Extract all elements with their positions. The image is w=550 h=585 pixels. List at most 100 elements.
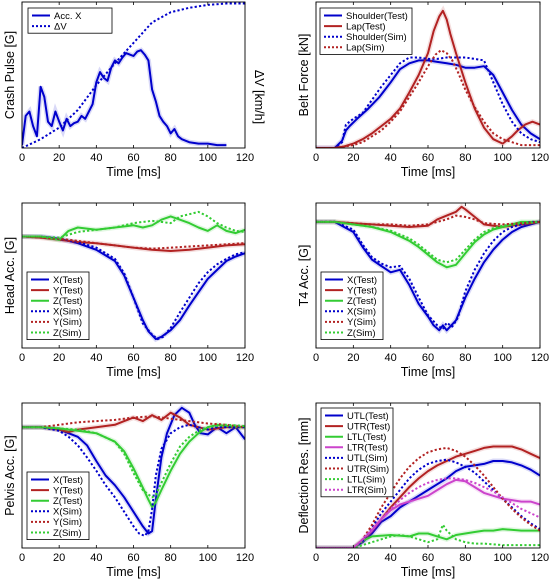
belt-force-series-1: [316, 9, 540, 148]
panel-belt-force: 0 20 40 60 80 100 120 Time [ms] Belt Force [kN] S…: [297, 1, 549, 179]
t4-acc-series-0: [316, 220, 540, 332]
pelvis-acc-xtick-label-2: 40: [90, 552, 102, 564]
pelvis-acc-legend-label-5: Z(Sim): [53, 528, 82, 539]
belt-force-legend-label-1: Lap(Test): [346, 21, 386, 32]
pelvis-acc-xtick-label-3: 60: [127, 552, 139, 564]
crash-pulse-xtick-label-1: 20: [53, 152, 65, 164]
belt-force-xlabel: Time [ms]: [401, 165, 455, 179]
crash-pulse-legend: Acc. XΔV: [27, 7, 113, 34]
crash-pulse-xlabel: Time [ms]: [106, 165, 160, 179]
head-acc-legend-label-5: Z(Sim): [53, 328, 82, 339]
deflection-res-legend-label-3: LTR(Test): [347, 443, 388, 454]
pelvis-acc-legend-label-0: X(Test): [53, 475, 83, 486]
head-acc-xtick-label-0: 0: [19, 352, 25, 364]
head-acc-xtick-label-1: 20: [53, 352, 65, 364]
belt-force-series-0: [316, 59, 540, 148]
belt-force-legend-label-2: Shoulder(Sim): [346, 32, 407, 43]
panel-pelvis-acc: 0 20 40 60 80 100 120 Time [ms] Pelvis Acc. [G] X…: [3, 402, 254, 579]
pelvis-acc-ylabel: Pelvis Acc. [G]: [3, 435, 17, 516]
t4-acc-xtick-label-0: 0: [313, 352, 319, 364]
panel-t4-acc: 0 20 40 60 80 100 120 Time [ms] T4 Acc. [G] X(Tes…: [297, 202, 549, 379]
deflection-res-xlabel: Time [ms]: [401, 565, 455, 579]
t4-acc-legend-label-5: Z(Sim): [347, 328, 376, 339]
t4-acc-legend-label-1: Y(Test): [347, 285, 377, 296]
crash-pulse-xtick-label-5: 100: [199, 152, 217, 164]
deflection-res-ylabel: Deflection Res. [mm]: [297, 417, 311, 533]
belt-force-xtick-label-2: 40: [385, 152, 397, 164]
panel-head-acc: 0 20 40 60 80 100 120 Time [ms] Head Acc. [G] X(T…: [3, 202, 254, 379]
belt-force-series-3: [316, 49, 540, 148]
pelvis-acc-xtick-label-0: 0: [19, 552, 25, 564]
deflection-res-xtick-label-2: 40: [385, 552, 397, 564]
deflection-res-legend-box: [320, 407, 394, 498]
deflection-res-legend-label-2: LTL(Test): [347, 432, 386, 443]
deflection-res-xtick-label-4: 80: [459, 552, 471, 564]
head-acc-xlabel: Time [ms]: [106, 365, 160, 379]
t4-acc-series-2: [316, 220, 540, 269]
pelvis-acc-xtick-label-5: 100: [199, 552, 217, 564]
t4-acc-series-5: [316, 220, 540, 264]
head-acc-xtick-label-5: 100: [199, 352, 217, 364]
t4-acc-xtick-label-5: 100: [493, 352, 511, 364]
t4-acc-xlabel: Time [ms]: [401, 365, 455, 379]
crash-pulse-legend-label-0: Acc. X: [54, 11, 82, 22]
head-acc-xtick-label-3: 60: [127, 352, 139, 364]
t4-acc-series-3: [316, 220, 540, 331]
belt-force-xtick-label-5: 100: [493, 152, 511, 164]
belt-force-legend-label-3: Lap(Sim): [346, 43, 385, 54]
t4-acc-legend-label-4: Y(Sim): [347, 317, 376, 328]
head-acc-xtick-label-6: 120: [236, 352, 254, 364]
deflection-res-legend: UTL(Test)UTR(Test)LTL(Test)LTR(Test)UTL(…: [320, 407, 394, 498]
belt-force-xtick-label-4: 80: [459, 152, 471, 164]
t4-acc-legend-label-2: Z(Test): [347, 296, 377, 307]
crash-pulse-xtick-label-4: 80: [165, 152, 177, 164]
belt-force-xtick-label-1: 20: [347, 152, 359, 164]
pelvis-acc-xtick-label-6: 120: [236, 552, 254, 564]
pelvis-acc-series-5: [22, 423, 245, 499]
panel-crash-pulse: 0 20 40 60 80 100 120 Time [ms] Crash Pulse [G] Δ…: [3, 1, 266, 179]
crash-pulse-series-0: [22, 49, 227, 147]
deflection-res-legend-label-5: UTR(Sim): [347, 464, 389, 475]
head-acc-legend-label-1: Y(Test): [53, 285, 83, 296]
belt-force-series-halo-0: [316, 57, 540, 148]
deflection-res-series-6: [316, 523, 540, 548]
head-acc-xtick-label-2: 40: [90, 352, 102, 364]
head-acc-ylabel: Head Acc. [G]: [3, 237, 17, 314]
crash-pulse-ylabel-right: ΔV [km/h]: [252, 70, 266, 124]
t4-acc-legend: X(Test)Y(Test)Z(Test)X(Sim)Y(Sim)Z(Sim): [320, 271, 384, 340]
pelvis-acc-legend: X(Test)Y(Test)Z(Test)X(Sim)Y(Sim)Z(Sim): [26, 471, 90, 540]
t4-acc-xtick-label-3: 60: [422, 352, 434, 364]
deflection-res-xtick-label-6: 120: [531, 552, 549, 564]
head-acc-legend: X(Test)Y(Test)Z(Test)X(Sim)Y(Sim)Z(Sim): [26, 271, 90, 340]
deflection-res-series-5: [316, 446, 540, 548]
crash-pulse-xtick-label-2: 40: [90, 152, 102, 164]
belt-force-xtick-label-0: 0: [313, 152, 319, 164]
head-acc-legend-label-2: Z(Test): [53, 296, 83, 307]
belt-force-xtick-label-3: 60: [422, 152, 434, 164]
deflection-res-xtick-label-1: 20: [347, 552, 359, 564]
belt-force-xtick-label-6: 120: [531, 152, 549, 164]
crash-pulse-legend-label-1: ΔV: [54, 21, 67, 32]
t4-acc-legend-label-3: X(Sim): [347, 307, 376, 318]
crash-pulse-ylabel: Crash Pulse [G]: [3, 31, 17, 119]
deflection-res-legend-label-7: LTR(Sim): [347, 485, 387, 496]
pelvis-acc-legend-label-4: Y(Sim): [53, 517, 82, 528]
pelvis-acc-xtick-label-4: 80: [165, 552, 177, 564]
t4-acc-legend-box: [320, 271, 384, 340]
pelvis-acc-xlabel: Time [ms]: [106, 565, 160, 579]
t4-acc-xtick-label-1: 20: [347, 352, 359, 364]
pelvis-acc-legend-label-1: Y(Test): [53, 485, 83, 496]
t4-acc-xtick-label-2: 40: [385, 352, 397, 364]
crash-pulse-xtick-label-0: 0: [19, 152, 25, 164]
pelvis-acc-series-4: [22, 415, 245, 429]
head-acc-legend-box: [26, 271, 90, 340]
deflection-res-xtick-label-5: 100: [493, 552, 511, 564]
belt-force-series-2: [316, 56, 540, 148]
head-acc-series-0: [22, 235, 245, 341]
head-acc-series-2: [22, 215, 245, 241]
deflection-res-legend-label-1: UTR(Test): [347, 421, 390, 432]
pelvis-acc-xtick-label-1: 20: [53, 552, 65, 564]
t4-acc-xtick-label-6: 120: [531, 352, 549, 364]
t4-acc-xtick-label-4: 80: [459, 352, 471, 364]
